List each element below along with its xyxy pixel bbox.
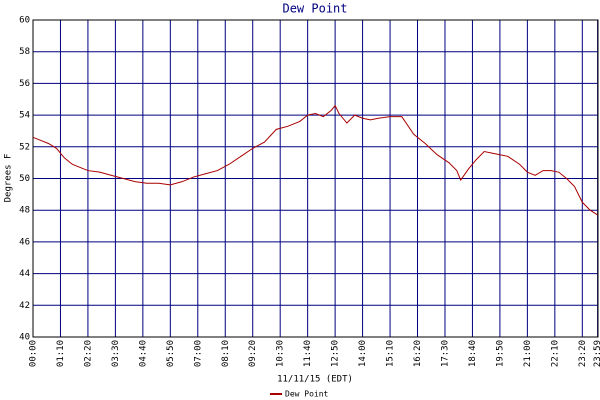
- x-tick-label: 04:40: [138, 340, 148, 367]
- chart-title: Dew Point: [282, 2, 347, 16]
- x-tick-label: 23:59: [593, 340, 600, 367]
- x-tick-label: 08:10: [221, 340, 231, 367]
- x-tick-label: 02:20: [83, 340, 93, 367]
- x-tick-label: 19:50: [495, 340, 505, 367]
- x-tick-label: 23:20: [578, 340, 588, 367]
- x-tick-label: 21:00: [523, 340, 533, 367]
- y-tick-label: 60: [19, 16, 30, 26]
- y-tick-label: 50: [19, 174, 30, 184]
- x-tick-label: 12:50: [331, 340, 341, 367]
- x-tick-label: 10:30: [276, 340, 286, 367]
- x-tick-label: 09:20: [248, 340, 258, 367]
- x-tick-label: 22:10: [550, 340, 560, 367]
- y-tick-label: 46: [19, 237, 30, 247]
- y-tick-label: 52: [19, 142, 30, 152]
- y-tick-label: 48: [19, 206, 30, 216]
- y-axis-label: Degrees F: [4, 154, 14, 203]
- x-axis-label: 11/11/15 (EDT): [277, 375, 353, 385]
- y-tick-label: 58: [19, 47, 30, 57]
- y-tick-label: 56: [19, 79, 30, 89]
- y-tick-label: 40: [19, 333, 30, 343]
- data-line: [32, 104, 598, 216]
- x-tick-label: 18:40: [468, 340, 478, 367]
- x-tick-label: 14:00: [358, 340, 368, 367]
- y-tick-label: 42: [19, 301, 30, 311]
- x-tick-label: 11:40: [303, 340, 313, 367]
- plot-border: [32, 19, 599, 338]
- x-tick-label: 01:10: [56, 340, 66, 367]
- x-tick-label: 05:50: [166, 340, 176, 367]
- x-tick-label: 03:30: [111, 340, 121, 367]
- y-tick-label: 44: [19, 269, 30, 279]
- x-tick-label: 00:00: [29, 340, 39, 367]
- x-tick-label: 07:00: [193, 340, 203, 367]
- x-tick-label: 16:20: [413, 340, 423, 367]
- legend-label: Dew Point: [285, 390, 329, 399]
- x-tick-label: 17:30: [440, 340, 450, 367]
- y-tick-label: 54: [19, 111, 30, 121]
- x-tick-label: 15:10: [386, 340, 396, 367]
